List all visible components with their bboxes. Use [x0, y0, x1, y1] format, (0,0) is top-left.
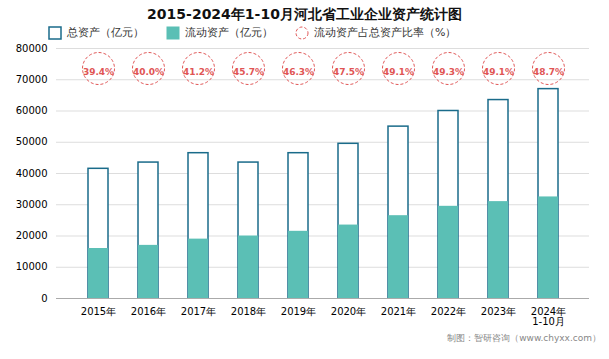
svg-text:2019年: 2019年 [281, 306, 316, 317]
svg-text:2015年: 2015年 [81, 306, 116, 317]
svg-text:2017年: 2017年 [181, 306, 216, 317]
svg-text:10000: 10000 [16, 261, 48, 272]
svg-text:39.4%: 39.4% [83, 67, 114, 77]
svg-text:41.2%: 41.2% [183, 67, 214, 77]
svg-text:2016年: 2016年 [131, 306, 166, 317]
svg-text:80000: 80000 [16, 43, 48, 54]
svg-text:49.1%: 49.1% [383, 67, 414, 77]
svg-text:2021年: 2021年 [381, 306, 416, 317]
svg-text:49.3%: 49.3% [433, 67, 464, 77]
svg-text:40000: 40000 [16, 168, 48, 179]
html-text:2015-2024年1-10月河北省工业企业资产统计图: 2015-2024年1-10月河北省工业企业资产统计图 [147, 6, 462, 22]
svg-text:2018年: 2018年 [231, 306, 266, 317]
svg-text:70000: 70000 [16, 74, 48, 85]
svg-text:0: 0 [41, 293, 47, 304]
html-text:流动资产（亿元）: 流动资产（亿元） [185, 26, 273, 39]
svg-text:2020年: 2020年 [331, 306, 366, 317]
html-text:总资产（亿元）: 总资产（亿元） [67, 26, 144, 39]
svg-text:46.3%: 46.3% [283, 67, 314, 77]
svg-text:2024年1-10月: 2024年1-10月 [531, 306, 566, 327]
svg-text:50000: 50000 [16, 136, 48, 147]
svg-text:30000: 30000 [16, 199, 48, 210]
svg-text:60000: 60000 [16, 105, 48, 116]
html-text:流动资产占总资产比率（%）: 流动资产占总资产比率（%） [314, 26, 457, 39]
svg-text:49.1%: 49.1% [483, 67, 514, 77]
svg-text:48.7%: 48.7% [533, 67, 564, 77]
svg-text:45.7%: 45.7% [233, 67, 264, 77]
svg-text:47.5%: 47.5% [333, 67, 364, 77]
svg-text:40.0%: 40.0% [133, 67, 164, 77]
svg-text:20000: 20000 [16, 230, 48, 241]
svg-text:2023年: 2023年 [481, 306, 516, 317]
svg-text:2022年: 2022年 [431, 306, 466, 317]
html-text:制图：智研咨询（www.chyxx.com）: 制图：智研咨询（www.chyxx.com） [447, 333, 601, 343]
